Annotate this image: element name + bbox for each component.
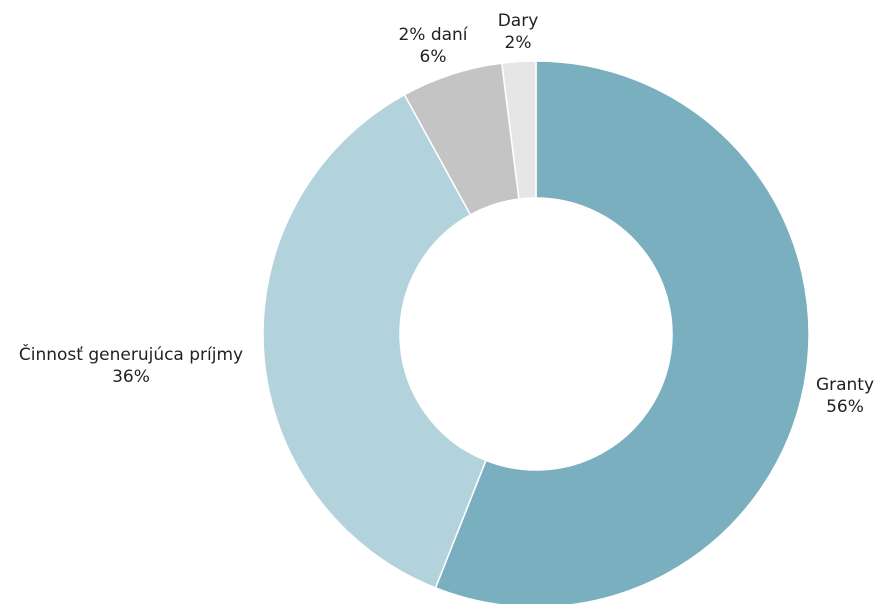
- donut-slice-0: [434, 60, 810, 604]
- slice-label-2-percent-dani-value: 6%: [419, 47, 447, 67]
- donut-slice-1: [262, 93, 487, 589]
- slice-label-dary: Dary 2%: [478, 10, 558, 54]
- slice-label-cinnost: Činnosť generujúca príjmy 36%: [2, 344, 260, 388]
- slice-label-dary-value: 2%: [504, 33, 532, 53]
- slice-label-granty: Granty 56%: [790, 374, 878, 418]
- slice-label-dary-name: Dary: [497, 11, 539, 31]
- slice-label-2-percent-dani-name: 2% daní: [398, 25, 468, 45]
- slice-label-granty-value: 56%: [826, 397, 864, 417]
- slice-label-cinnost-value: 36%: [112, 367, 150, 387]
- slice-label-2-percent-dani: 2% daní 6%: [388, 24, 478, 68]
- slice-label-cinnost-name: Činnosť generujúca príjmy: [18, 345, 244, 365]
- donut-slice-3: [500, 60, 537, 200]
- slice-label-granty-name: Granty: [815, 375, 875, 395]
- donut-slices: [262, 60, 810, 604]
